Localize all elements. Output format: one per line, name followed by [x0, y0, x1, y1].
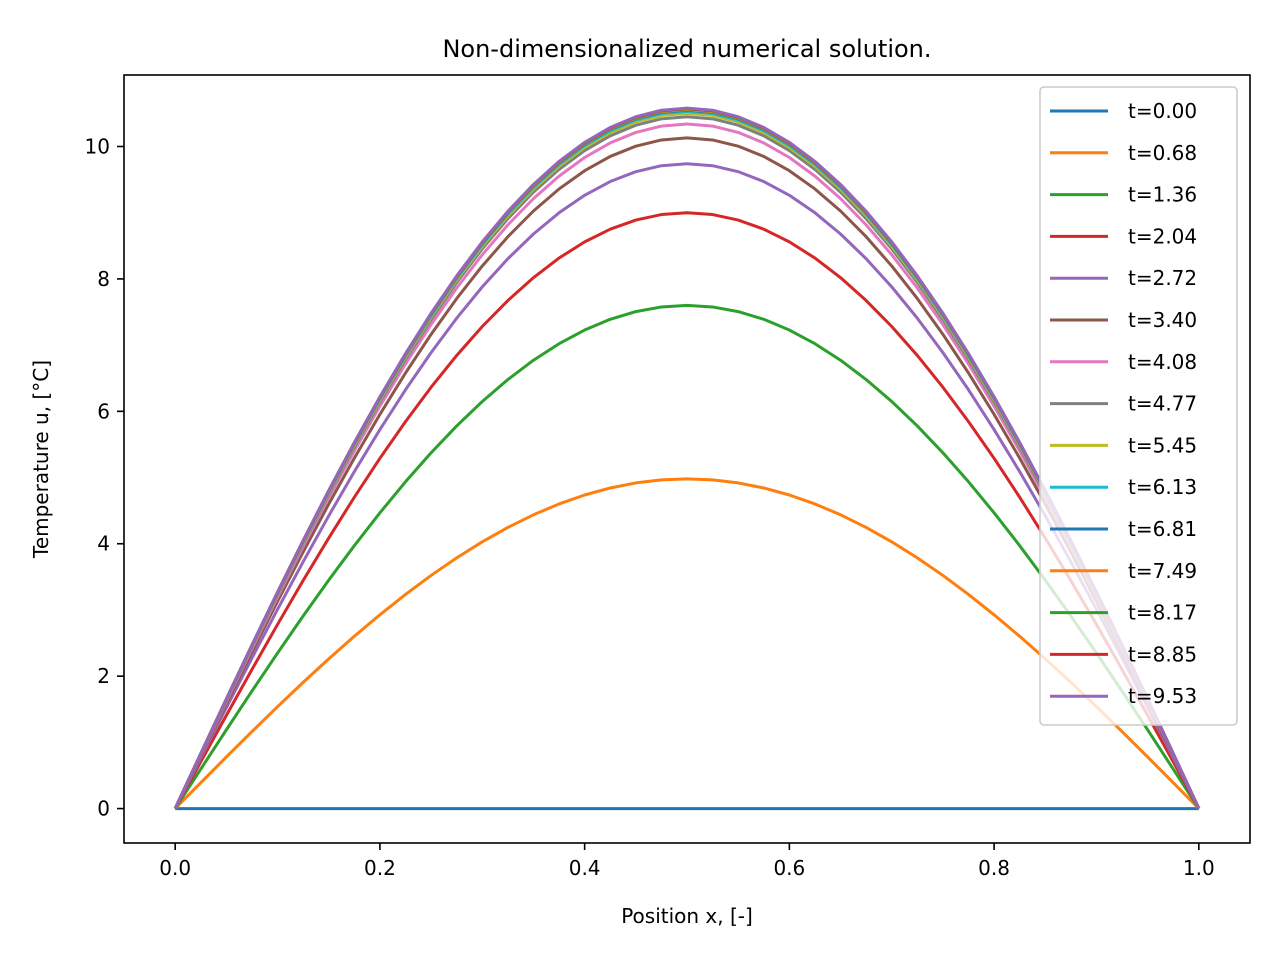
x-tick-label: 0.8	[978, 856, 1010, 880]
x-tick-label: 0.2	[364, 856, 396, 880]
legend-label: t=8.17	[1128, 601, 1197, 625]
y-tick-label: 10	[85, 135, 110, 159]
legend-label: t=4.08	[1128, 350, 1197, 374]
plot-lines	[173, 106, 1201, 811]
series-line-2	[173, 303, 1201, 810]
axis-ticks: 0.0 0.2 0.4 0.6 0.8 1.0 0 2 4 6 8 10	[85, 135, 1215, 880]
series-line-14	[173, 106, 1201, 810]
x-tick-label: 0.6	[773, 856, 805, 880]
series-line-5	[173, 136, 1201, 810]
legend-label: t=4.77	[1128, 392, 1197, 416]
legend-label: t=5.45	[1128, 433, 1197, 457]
y-tick-label: 0	[97, 797, 110, 821]
legend-label: t=1.36	[1128, 183, 1197, 207]
y-tick-label: 2	[97, 664, 110, 688]
x-tick-label: 1.0	[1183, 856, 1215, 880]
legend-label: t=6.81	[1128, 517, 1197, 541]
legend-label: t=2.72	[1128, 266, 1197, 290]
legend-box	[1039, 86, 1238, 726]
y-axis-label: Temperature u, [°C]	[29, 360, 53, 559]
legend-label: t=7.49	[1128, 559, 1197, 583]
legend: t=0.00 t=0.68 t=1.36 t=2.04 t=2.72 t=3.40 t=4.…	[1039, 86, 1238, 726]
chart-title: Non-dimensionalized numerical solution.	[442, 35, 931, 63]
legend-label: t=8.85	[1128, 642, 1197, 666]
legend-label: t=0.68	[1128, 141, 1197, 165]
series-line-4	[173, 162, 1201, 810]
series-line-6	[173, 122, 1201, 810]
series-line-1	[174, 477, 1200, 810]
legend-label: t=6.13	[1128, 475, 1197, 499]
y-tick-label: 8	[97, 267, 110, 291]
y-tick-label: 6	[97, 399, 110, 423]
legend-label: t=2.04	[1128, 224, 1197, 248]
axes-frame	[123, 74, 1251, 844]
legend-label: t=9.53	[1128, 684, 1197, 708]
legend-label: t=0.00	[1128, 99, 1197, 123]
series-line-3	[173, 211, 1201, 810]
legend-label: t=3.40	[1128, 308, 1197, 332]
x-axis-label: Position x, [-]	[621, 904, 753, 928]
y-tick-label: 4	[97, 532, 110, 556]
x-tick-label: 0.0	[159, 856, 191, 880]
x-tick-label: 0.4	[569, 856, 601, 880]
